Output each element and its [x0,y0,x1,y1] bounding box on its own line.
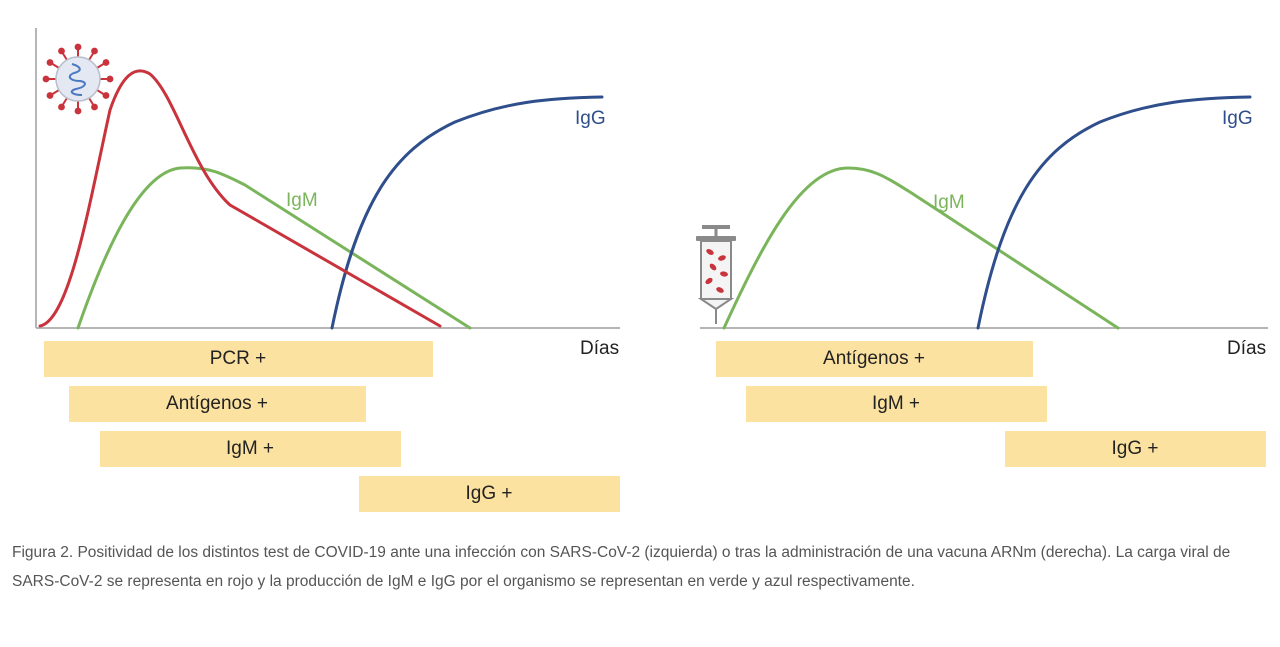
right-panel: IgM IgG Antígenos + [696,95,1268,467]
right-igm-label: IgM [933,192,965,213]
left-igm-label: IgM [286,190,318,211]
right-igg-curve [976,95,1252,330]
right-bar-igg-label: IgG + [1112,438,1159,459]
virus-icon [42,43,114,115]
right-igm-curve [722,166,1120,330]
right-bar-antigen-label: Antígenos + [823,348,925,369]
left-viral-load-curve [38,69,442,328]
left-bar-igg: IgG + [359,476,620,512]
right-bar-igg: IgG + [1005,431,1266,467]
right-bar-antigen: Antígenos + [716,341,1033,377]
left-bar-pcr-label: PCR + [210,348,267,369]
left-bar-igm: IgM + [100,431,401,467]
left-igg-curve [330,95,604,330]
left-x-axis-label: Días [580,338,619,359]
right-igg-label: IgG [1222,108,1253,129]
right-x-axis-label: Días [1227,338,1266,359]
left-bar-pcr: PCR + [44,341,433,377]
left-panel: IgM IgG [35,28,620,512]
right-bar-igm-label: IgM + [872,393,920,414]
left-bar-antigen-label: Antígenos + [166,393,268,414]
right-test-bars: Antígenos + IgM + IgG + [716,341,1266,467]
left-igg-label: IgG [575,108,606,129]
figure-caption: Figura 2. Positividad de los distintos t… [12,544,1231,590]
left-bar-igm-label: IgM + [226,438,274,459]
right-bar-igm: IgM + [746,386,1047,422]
syringe-icon [696,225,736,324]
left-test-bars: PCR + Antígenos + IgM + IgG + [44,341,620,512]
figure: IgM IgG [35,28,1268,512]
left-igm-curve [76,166,472,330]
left-bar-antigen: Antígenos + [69,386,366,422]
left-bar-igg-label: IgG + [466,483,513,504]
